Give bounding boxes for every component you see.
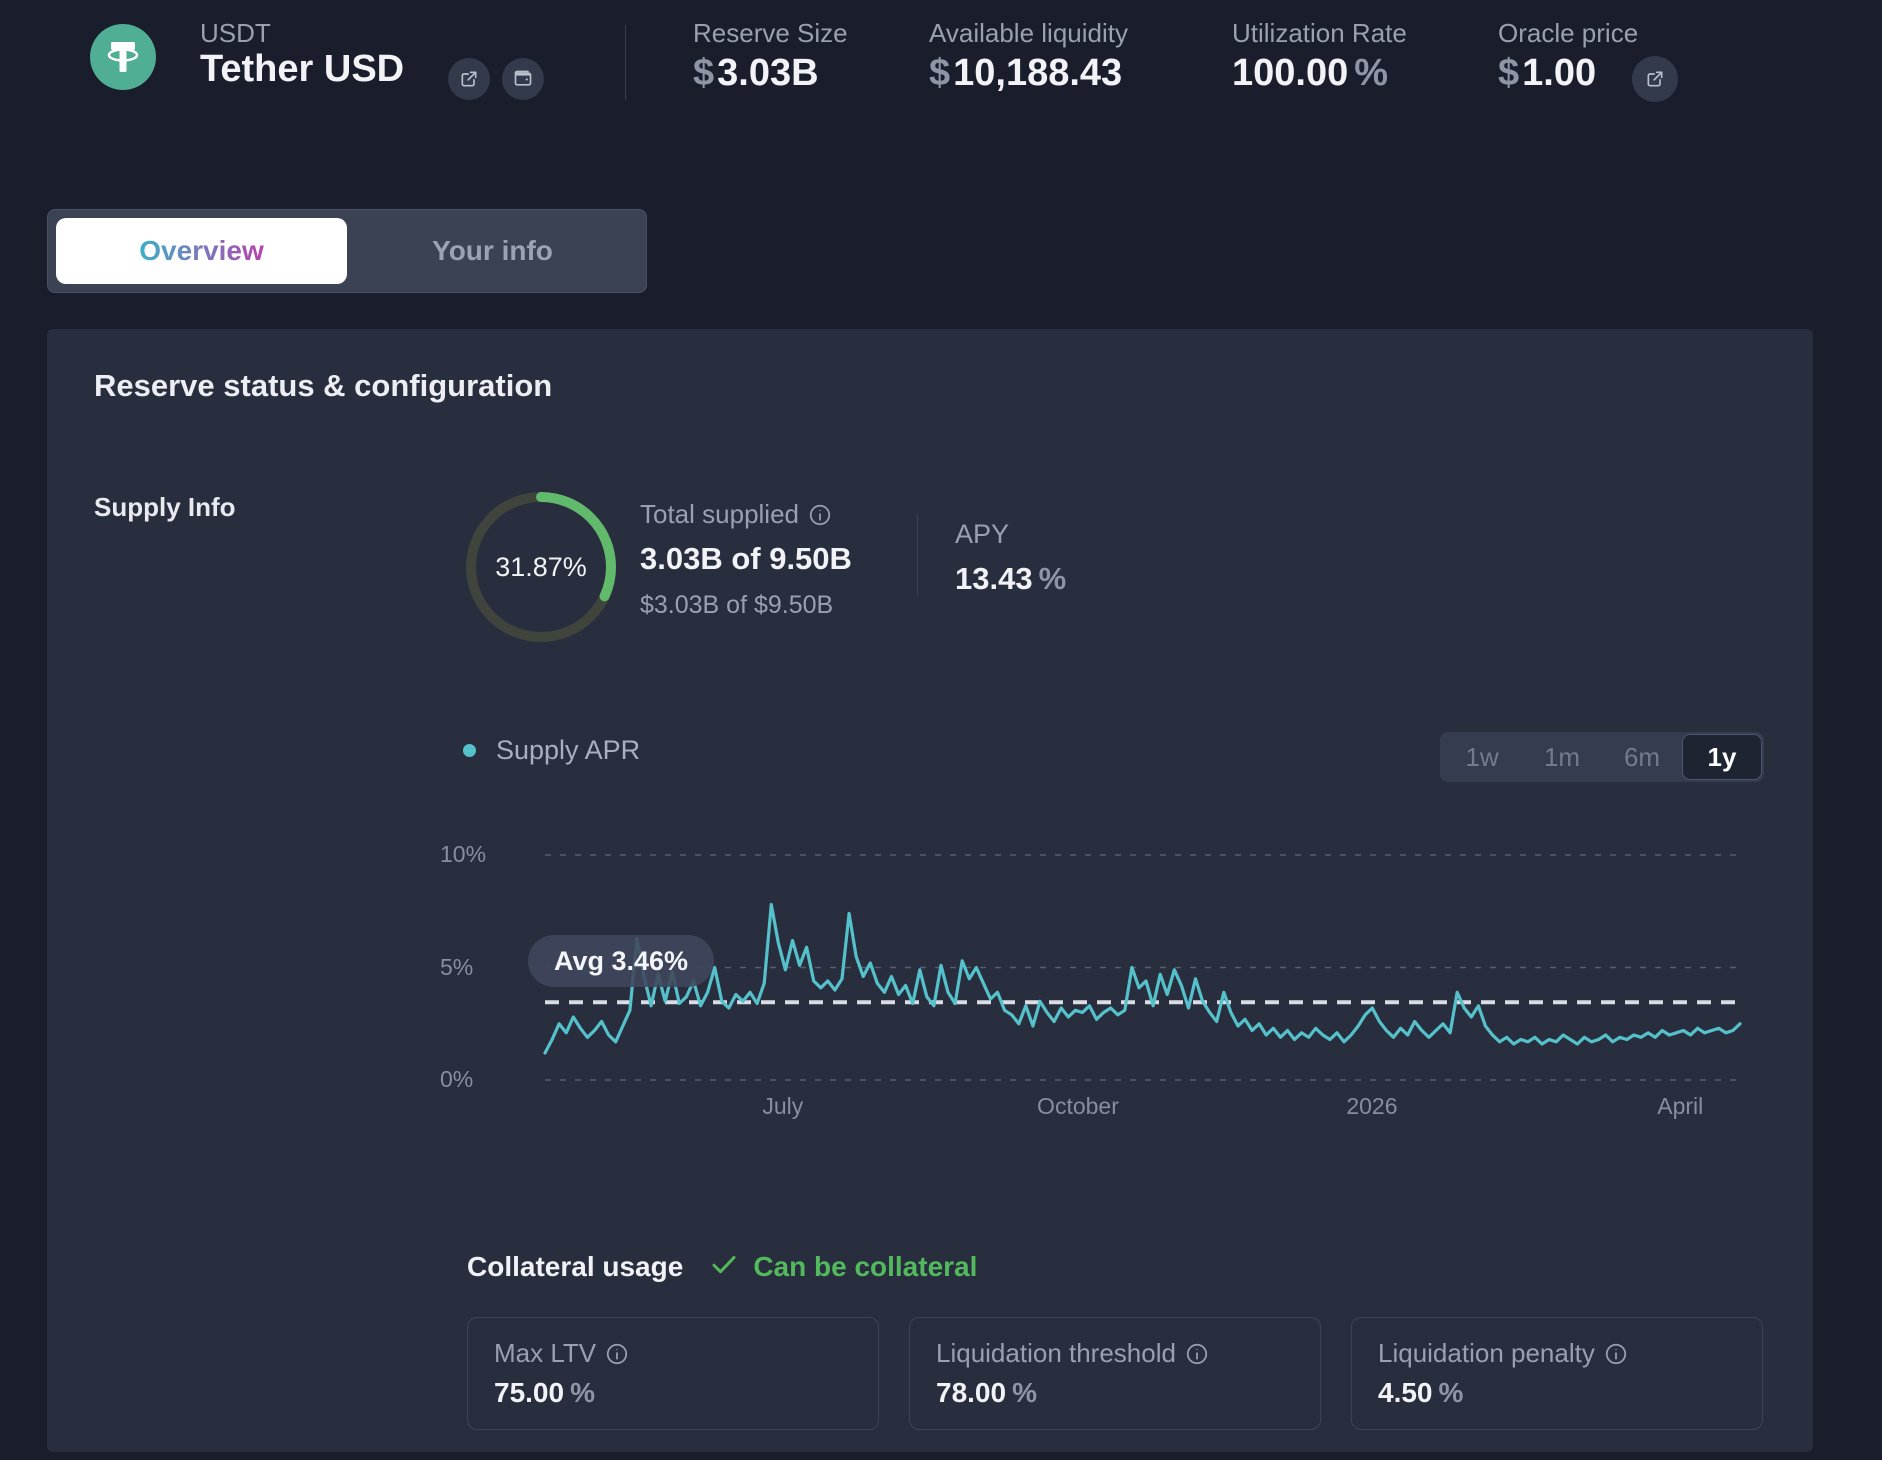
range-1y[interactable]: 1y (1682, 734, 1762, 780)
external-link-icon (461, 71, 477, 87)
oracle-link-button[interactable] (1632, 56, 1678, 102)
liquidation-penalty-card: Liquidation penalty 4.50% (1351, 1317, 1763, 1430)
ytick-5: 5% (440, 954, 474, 980)
asset-symbol: USDT (200, 18, 271, 48)
tab-switcher: Overview Your info (47, 209, 647, 293)
supply-apr-line (543, 902, 1742, 1055)
external-link-icon (1647, 71, 1663, 87)
xtick-october: October (1037, 1093, 1119, 1119)
supply-info-label: Supply Info (94, 492, 236, 522)
total-supplied-value: 3.03B of 9.50B (640, 541, 852, 576)
info-icon[interactable] (1605, 1343, 1627, 1365)
tab-overview[interactable]: Overview (56, 218, 347, 284)
xtick-april: April (1657, 1093, 1704, 1119)
donut-percentage: 31.87% (495, 551, 587, 582)
supply-apr-chart: 10% 5% 0% July October 2026 April Avg 3.… (440, 835, 1780, 1135)
apy-label: APY (955, 519, 1010, 549)
collateral-cards: Max LTV 75.00% Liquidation threshold 78.… (467, 1317, 1763, 1430)
legend-label: Supply APR (496, 735, 641, 765)
external-link-button[interactable] (448, 58, 490, 100)
supply-apy-divider (917, 514, 918, 596)
range-1m[interactable]: 1m (1522, 734, 1602, 780)
info-icon[interactable] (1186, 1343, 1208, 1365)
reserve-status-panel: Reserve status & configuration Supply In… (47, 329, 1813, 1452)
tether-logo-icon (90, 24, 156, 90)
chart-legend: Supply APR (463, 735, 640, 766)
supply-donut-chart: 31.87% (464, 490, 618, 644)
tab-your-info[interactable]: Your info (432, 235, 553, 266)
collateral-usage-label: Collateral usage (467, 1250, 684, 1282)
ytick-0: 0% (440, 1066, 474, 1092)
range-1w[interactable]: 1w (1442, 734, 1522, 780)
info-icon[interactable] (809, 504, 831, 526)
max-ltv-card: Max LTV 75.00% (467, 1317, 879, 1430)
collateral-status: Can be collateral (753, 1250, 978, 1282)
total-supplied-usd: $3.03B of $9.50B (640, 591, 834, 619)
liquidation-threshold-card: Liquidation threshold 78.00% (909, 1317, 1321, 1430)
header-divider (625, 25, 626, 100)
wallet-icon (514, 70, 532, 86)
info-icon[interactable] (606, 1343, 628, 1365)
average-apr-badge: Avg 3.46% (528, 935, 715, 987)
xtick-2026: 2026 (1346, 1093, 1398, 1119)
ytick-10: 10% (440, 841, 487, 867)
xtick-july: July (762, 1093, 804, 1119)
total-supplied-label: Total supplied (640, 499, 831, 530)
time-range-selector: 1w 1m 6m 1y (1440, 732, 1764, 782)
check-icon (709, 1249, 739, 1284)
collateral-usage-row: Collateral usage Can be collateral (467, 1249, 977, 1284)
apy-value: 13.43% (955, 561, 1067, 596)
add-to-wallet-button[interactable] (502, 58, 544, 100)
panel-title: Reserve status & configuration (94, 368, 553, 403)
range-6m[interactable]: 6m (1602, 734, 1682, 780)
supply-apr-dot-icon (463, 744, 476, 757)
asset-name: Tether USD (200, 48, 405, 90)
